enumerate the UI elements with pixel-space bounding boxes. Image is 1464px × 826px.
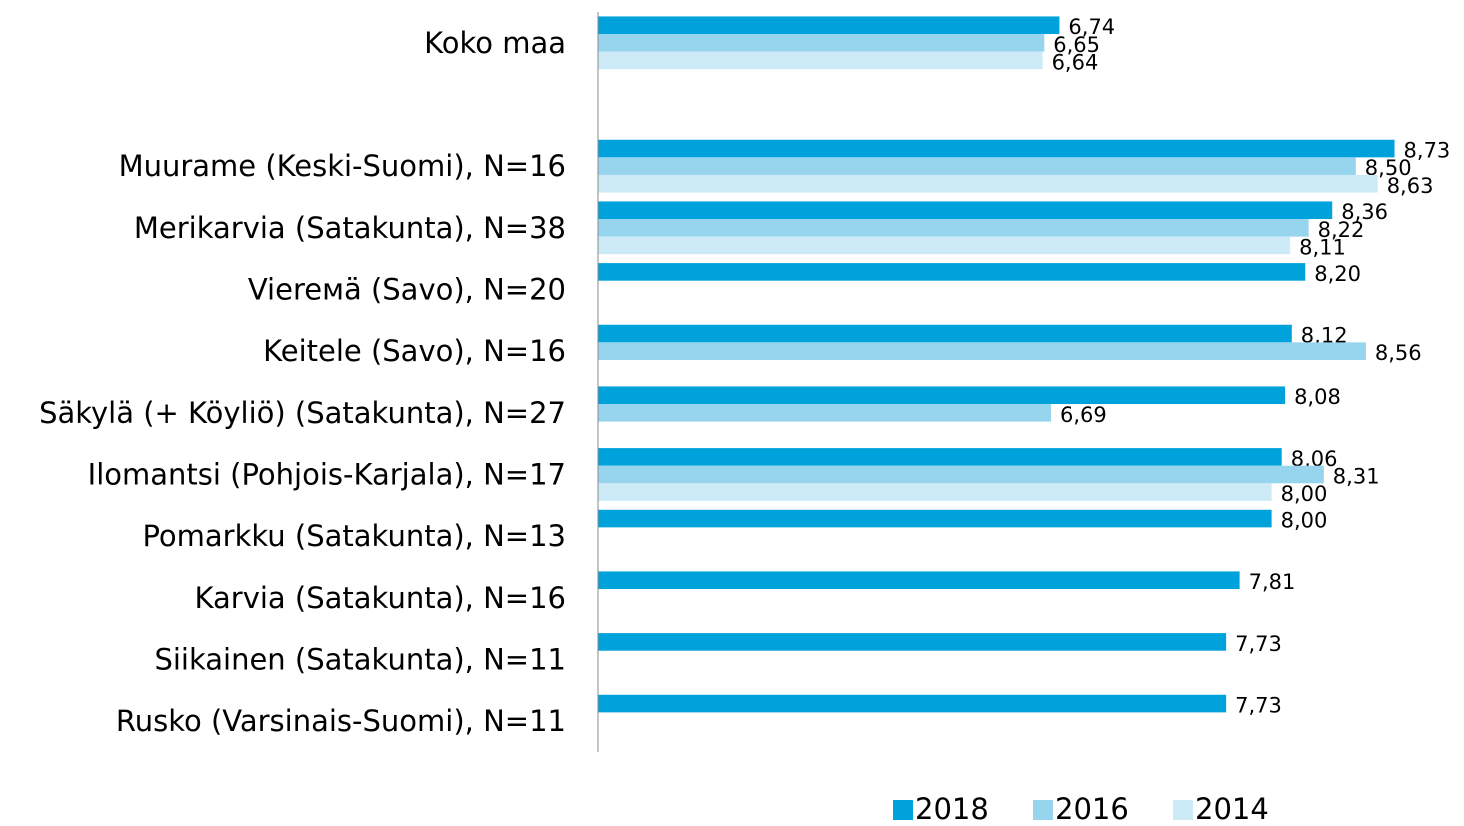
legend-label: 2018 (915, 792, 989, 826)
bar (598, 342, 1366, 360)
bar (598, 51, 1043, 70)
value-label: 8,73 (1404, 139, 1451, 163)
bar (598, 324, 1292, 343)
bar (598, 633, 1227, 651)
value-label: 7,73 (1235, 632, 1282, 656)
bar (598, 174, 1378, 193)
bar (598, 509, 1272, 528)
category-label: Koko maa (424, 26, 566, 60)
bar (598, 263, 1306, 281)
legend-swatch (893, 800, 913, 820)
category-label: Karvia (Satakunta), N=16 (195, 581, 567, 615)
category-label: Siikainen (Satakunta), N=11 (154, 643, 566, 677)
bar (598, 465, 1324, 484)
value-label: 6,74 (1068, 15, 1115, 39)
value-label: 8,36 (1341, 200, 1388, 224)
category-label: Rusko (Varsinais-Suomi), N=11 (116, 704, 566, 738)
value-label: 6,65 (1053, 33, 1100, 57)
legend-swatch (1033, 800, 1053, 820)
category-label: Säkylä (+ Köyliö) (Satakunta), N=27 (39, 396, 566, 430)
category-label: Merikarvia (Satakunta), N=38 (134, 211, 566, 245)
value-label: 7,73 (1235, 694, 1282, 718)
value-label: 8,08 (1294, 385, 1341, 409)
value-label: 8,20 (1314, 262, 1361, 286)
bar (598, 694, 1227, 713)
legend-swatch (1173, 800, 1193, 820)
value-label: 8,22 (1318, 218, 1365, 242)
value-label: 8,31 (1333, 465, 1380, 489)
value-label: 8,00 (1281, 482, 1328, 506)
bar (598, 571, 1240, 590)
category-label: Viereмä (Savo), N=20 (248, 273, 566, 307)
bar (598, 201, 1333, 220)
category-label: Ilomantsi (Pohjois-Karjala), N=17 (88, 458, 566, 492)
bar (598, 157, 1356, 175)
value-label: 6,69 (1060, 403, 1107, 427)
category-label: Pomarkku (Satakunta), N=13 (142, 519, 566, 553)
bar (598, 386, 1286, 405)
value-label: 8,00 (1281, 509, 1328, 533)
bar (598, 34, 1045, 52)
value-label: 7,81 (1249, 570, 1296, 594)
bar (598, 236, 1291, 255)
bar (598, 139, 1395, 158)
legend-label: 2014 (1195, 792, 1269, 826)
bar (598, 483, 1272, 501)
value-label: 8,56 (1375, 341, 1422, 365)
legend-label: 2016 (1055, 792, 1129, 826)
bar (598, 219, 1309, 237)
value-label: 8,63 (1387, 174, 1434, 198)
category-label: Keitele (Savo), N=16 (263, 334, 566, 368)
bar (598, 16, 1060, 35)
value-label: 8,11 (1299, 235, 1346, 259)
bar (598, 448, 1282, 466)
value-label: 6,64 (1052, 50, 1099, 74)
category-label: Muurame (Keski-Suomi), N=16 (119, 149, 566, 183)
bar (598, 404, 1051, 422)
